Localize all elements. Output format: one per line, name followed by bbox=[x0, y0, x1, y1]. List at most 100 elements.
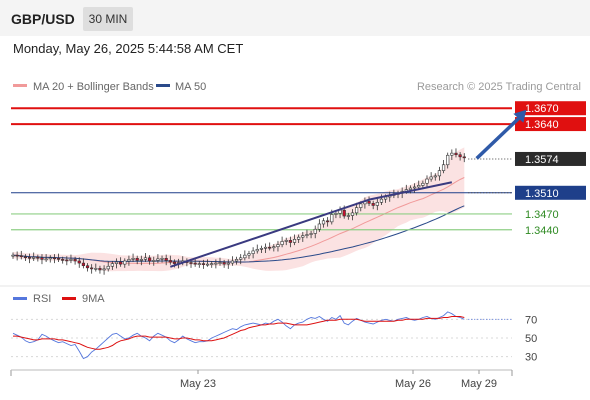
candle-body bbox=[425, 178, 429, 184]
rsi-tick-label: 30 bbox=[525, 352, 537, 364]
candle-body bbox=[214, 262, 218, 265]
rsi-legend-swatch bbox=[13, 297, 27, 300]
candle-body bbox=[106, 265, 110, 270]
candle-body bbox=[255, 249, 259, 252]
ma20-legend-label: MA 20 + Bollinger Bands bbox=[33, 81, 154, 93]
candle-body bbox=[73, 259, 77, 262]
rsi-ma-legend-label: 9MA bbox=[82, 293, 105, 305]
support-label: 1.3470 bbox=[525, 209, 559, 221]
rsi-chart: 70 50 30 bbox=[11, 311, 537, 364]
x-tick-label: May 29 bbox=[461, 378, 497, 390]
candle-body bbox=[247, 253, 251, 256]
candle-body bbox=[205, 263, 210, 266]
symbol-label: GBP/USD bbox=[11, 11, 75, 27]
candle-body bbox=[317, 223, 321, 230]
candle-body bbox=[234, 259, 239, 262]
candle-body bbox=[27, 256, 32, 259]
rsi-tick-label: 50 bbox=[525, 333, 537, 345]
candle-body bbox=[139, 259, 143, 261]
candle-body bbox=[280, 241, 284, 245]
price-chart: 1.3670 1.3640 1.3574 1.3510 1.3470 1.3440 bbox=[11, 101, 586, 275]
candle-body bbox=[131, 258, 135, 260]
candle-body bbox=[276, 244, 280, 247]
x-axis: May 23 May 26 May 29 bbox=[180, 370, 497, 390]
candle-body bbox=[168, 260, 172, 263]
pivot-label: 1.3510 bbox=[525, 188, 559, 200]
ma50-line bbox=[12, 205, 465, 263]
candle-body bbox=[135, 258, 139, 261]
candle-body bbox=[90, 267, 94, 270]
rsi-legend-label: RSI bbox=[33, 293, 51, 305]
candle-body bbox=[127, 259, 131, 262]
ma50-legend-swatch bbox=[156, 84, 170, 87]
candle-body bbox=[239, 257, 243, 260]
candle-body bbox=[143, 257, 148, 260]
candle-body bbox=[371, 203, 375, 206]
x-tick-label: May 23 bbox=[180, 378, 216, 390]
candle-body bbox=[44, 258, 48, 261]
rsi-ma-legend-swatch bbox=[62, 297, 76, 300]
candle-body bbox=[355, 207, 359, 214]
candle-body bbox=[284, 240, 288, 242]
candle-body bbox=[61, 259, 65, 261]
candle-body bbox=[446, 154, 450, 166]
rsi-line bbox=[12, 311, 465, 360]
forecast-arrow-shaft bbox=[475, 115, 522, 160]
candle-body bbox=[292, 239, 297, 243]
candle-body bbox=[81, 262, 85, 267]
candle-body bbox=[342, 209, 346, 217]
candle-body bbox=[226, 262, 230, 265]
candle-body bbox=[359, 203, 363, 208]
candle-body bbox=[19, 255, 23, 258]
candle-body bbox=[321, 220, 326, 225]
resistance-label: 1.3670 bbox=[525, 103, 559, 115]
candle-body bbox=[52, 257, 56, 260]
resistance-box bbox=[515, 117, 586, 132]
trendline bbox=[169, 198, 370, 268]
candle-body bbox=[309, 233, 313, 235]
last-price-label: 1.3574 bbox=[525, 154, 559, 166]
candle-body bbox=[462, 156, 466, 159]
candle-body bbox=[350, 212, 355, 216]
candle-body bbox=[119, 261, 123, 265]
forecast-arrow-head bbox=[513, 109, 527, 123]
candle-body bbox=[375, 202, 379, 206]
candle-body bbox=[243, 254, 247, 259]
candle-body bbox=[301, 235, 305, 238]
candle-body bbox=[305, 234, 309, 236]
candle-body bbox=[193, 262, 197, 265]
candle-body bbox=[346, 215, 350, 217]
ma20-legend-swatch bbox=[13, 84, 27, 87]
candle-body bbox=[69, 259, 73, 261]
candle-body bbox=[272, 246, 276, 249]
candle-body bbox=[56, 258, 61, 260]
candle-body bbox=[94, 268, 98, 270]
candle-body bbox=[218, 262, 222, 264]
credit-label: Research © 2025 Trading Central bbox=[417, 81, 581, 93]
candle-body bbox=[441, 164, 446, 171]
candle-body bbox=[313, 228, 317, 234]
candle-body bbox=[268, 246, 272, 249]
candle-body bbox=[408, 187, 413, 190]
rsi-tick-label: 70 bbox=[525, 314, 537, 326]
candle-body bbox=[454, 152, 458, 156]
candle-body bbox=[437, 170, 442, 177]
candle-body bbox=[152, 260, 156, 262]
candle-body bbox=[148, 257, 152, 262]
x-tick-label: May 26 bbox=[395, 378, 431, 390]
candle-body bbox=[450, 152, 454, 156]
timeframe-button[interactable]: 30 MIN bbox=[83, 7, 133, 31]
candle-body bbox=[189, 262, 193, 264]
candle-body bbox=[15, 254, 19, 257]
header-bar: GBP/USD 30 MIN bbox=[0, 0, 590, 36]
candle-body bbox=[458, 154, 462, 158]
candle-body bbox=[23, 256, 28, 259]
rsi-ma-line bbox=[13, 316, 465, 350]
candle-body bbox=[421, 182, 425, 186]
candle-body bbox=[85, 265, 90, 269]
candle-body bbox=[433, 175, 437, 178]
candle-body bbox=[123, 260, 127, 265]
candle-body bbox=[36, 256, 40, 259]
last-price-box bbox=[515, 151, 586, 166]
